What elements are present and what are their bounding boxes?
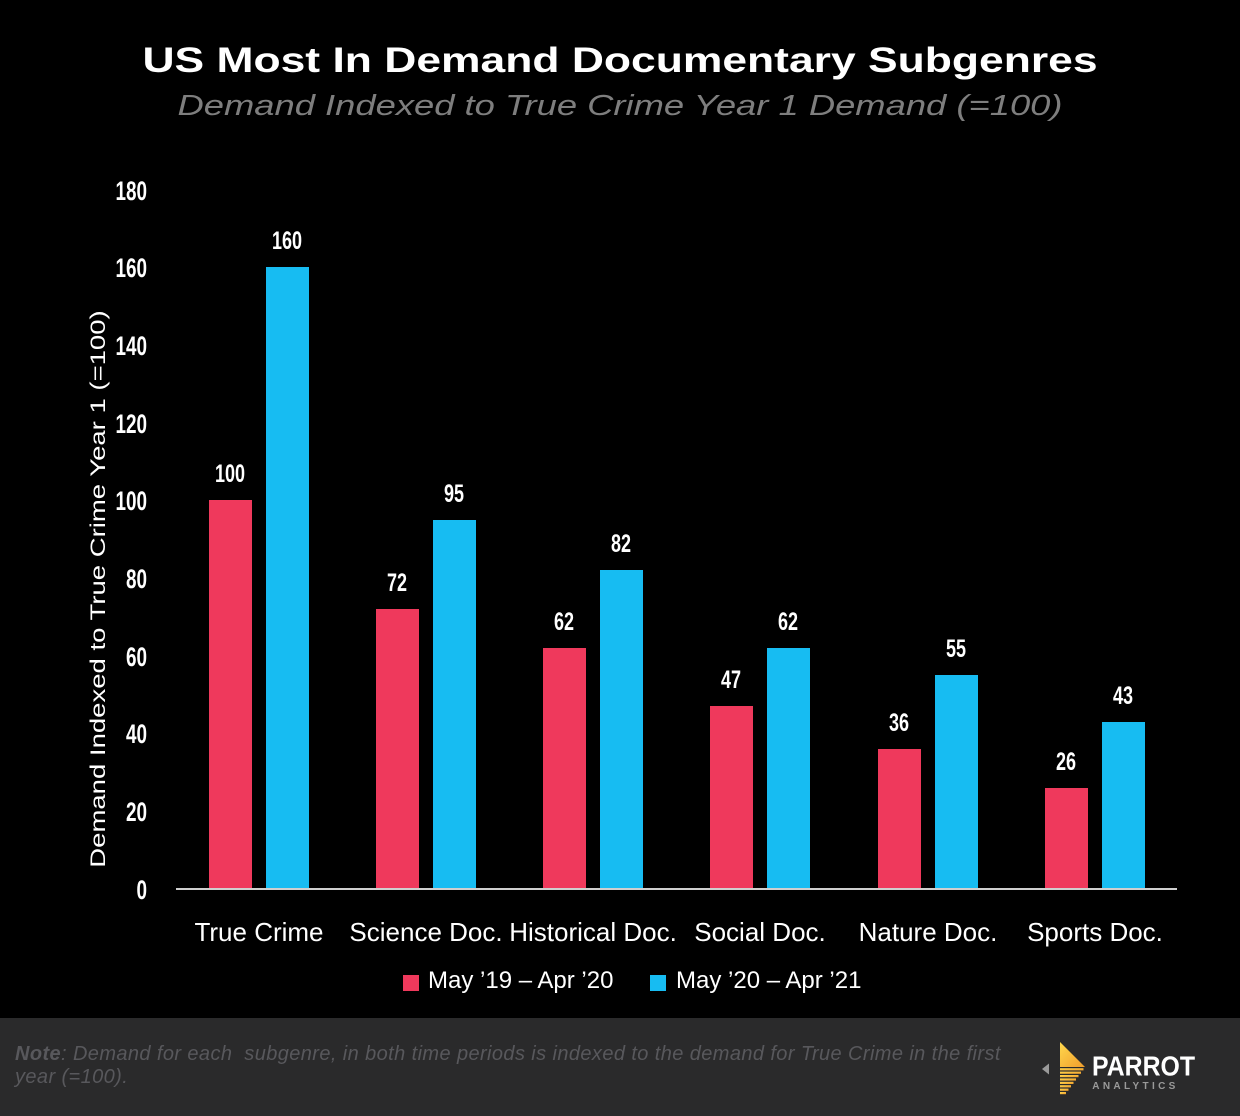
svg-text:PARROT: PARROT <box>1092 1051 1195 1082</box>
svg-text:ANALYTICS: ANALYTICS <box>1092 1081 1175 1092</box>
